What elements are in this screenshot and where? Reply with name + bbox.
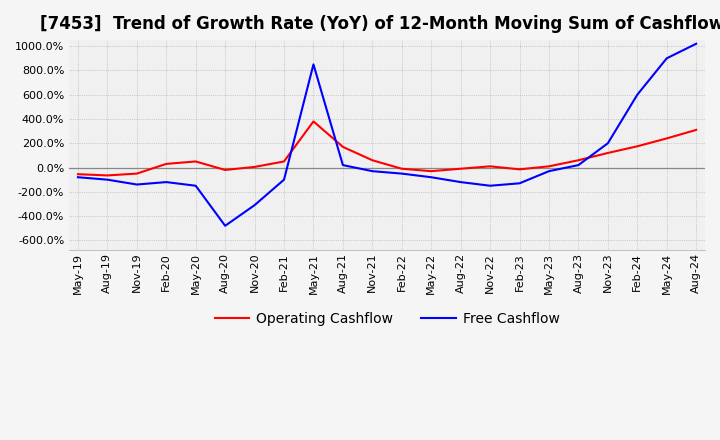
Free Cashflow — [251, 202, 259, 208]
Free Cashflow — [132, 182, 141, 187]
Free Cashflow — [368, 169, 377, 174]
Free Cashflow — [544, 169, 553, 174]
Free Cashflow — [486, 183, 495, 188]
Operating Cashflow — [221, 167, 230, 172]
Operating Cashflow — [574, 158, 582, 163]
Operating Cashflow — [192, 159, 200, 164]
Operating Cashflow — [662, 136, 671, 141]
Operating Cashflow — [397, 166, 406, 172]
Line: Free Cashflow: Free Cashflow — [78, 44, 696, 226]
Operating Cashflow — [544, 164, 553, 169]
Operating Cashflow — [368, 158, 377, 163]
Operating Cashflow — [132, 171, 141, 176]
Operating Cashflow — [516, 167, 524, 172]
Free Cashflow — [516, 181, 524, 186]
Free Cashflow — [574, 162, 582, 168]
Free Cashflow — [221, 223, 230, 228]
Free Cashflow — [192, 183, 200, 188]
Free Cashflow — [162, 180, 171, 185]
Free Cashflow — [427, 175, 436, 180]
Operating Cashflow — [309, 119, 318, 124]
Free Cashflow — [338, 162, 347, 168]
Operating Cashflow — [456, 166, 465, 172]
Operating Cashflow — [251, 164, 259, 169]
Legend: Operating Cashflow, Free Cashflow: Operating Cashflow, Free Cashflow — [209, 306, 565, 331]
Free Cashflow — [73, 175, 82, 180]
Title: [7453]  Trend of Growth Rate (YoY) of 12-Month Moving Sum of Cashflows: [7453] Trend of Growth Rate (YoY) of 12-… — [40, 15, 720, 33]
Operating Cashflow — [73, 172, 82, 177]
Free Cashflow — [103, 177, 112, 182]
Line: Operating Cashflow: Operating Cashflow — [78, 121, 696, 176]
Free Cashflow — [603, 141, 612, 146]
Free Cashflow — [397, 171, 406, 176]
Operating Cashflow — [103, 173, 112, 178]
Free Cashflow — [692, 41, 701, 46]
Free Cashflow — [309, 62, 318, 67]
Operating Cashflow — [633, 143, 642, 149]
Operating Cashflow — [486, 164, 495, 169]
Operating Cashflow — [338, 144, 347, 150]
Operating Cashflow — [603, 150, 612, 156]
Operating Cashflow — [162, 161, 171, 166]
Operating Cashflow — [279, 159, 288, 164]
Free Cashflow — [279, 177, 288, 182]
Free Cashflow — [633, 92, 642, 97]
Free Cashflow — [662, 56, 671, 61]
Operating Cashflow — [427, 169, 436, 174]
Operating Cashflow — [692, 127, 701, 132]
Free Cashflow — [456, 180, 465, 185]
